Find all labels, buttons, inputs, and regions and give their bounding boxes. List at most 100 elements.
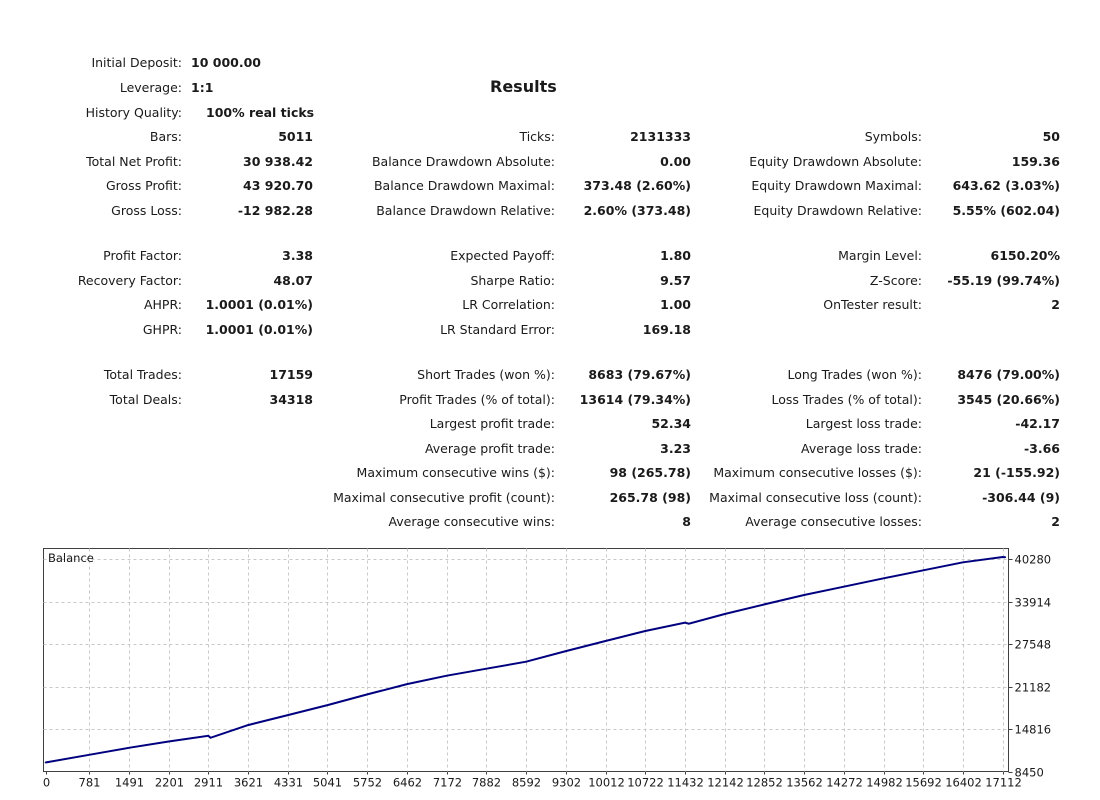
col1-value-0: 5011 <box>278 129 313 144</box>
col1-label-2: Gross Profit: <box>105 178 182 193</box>
x-tick-label-20: 14272 <box>826 776 863 790</box>
col3-value-11: 21 (-155.92) <box>973 465 1060 480</box>
col1-label-6: AHPR: <box>143 297 182 312</box>
col3-label-12: Maximal consecutive loss (count): <box>709 490 922 505</box>
col1-value-6: 1.0001 (0.01%) <box>205 297 313 312</box>
col2-value-9: 13614 (79.34%) <box>579 392 691 407</box>
balance-point-14 <box>565 650 567 652</box>
col3-value-13: 2 <box>1051 514 1060 529</box>
x-tick-label-2: 1491 <box>115 776 144 790</box>
col2-label-12: Maximum consecutive wins ($): <box>356 465 555 480</box>
x-tick-label-9: 6462 <box>393 776 422 790</box>
balance-point-16 <box>644 630 647 632</box>
col2-label-7: LR Standard Error: <box>440 322 555 337</box>
x-tick-label-12: 8592 <box>512 776 541 790</box>
x-tick-label-0: 0 <box>43 776 50 790</box>
col1-label-9: Total Deals: <box>109 392 182 407</box>
balance-point-1 <box>88 754 90 756</box>
balance-point-5 <box>209 737 212 739</box>
x-tick-label-8: 5752 <box>353 776 382 790</box>
x-tick-label-10: 7172 <box>433 776 462 790</box>
col1-label-7: GHPR: <box>142 322 182 337</box>
x-tick-label-1: 781 <box>79 776 101 790</box>
balance-point-10 <box>406 683 408 685</box>
balance-point-22 <box>843 585 845 588</box>
balance-point-6 <box>247 724 249 726</box>
col2-value-0: 2131333 <box>630 129 691 144</box>
balance-point-8 <box>326 704 329 706</box>
col3-value-9: -42.17 <box>1015 416 1060 431</box>
balance-point-15 <box>604 640 607 642</box>
balance-point-17 <box>684 621 686 624</box>
col1-value-7: 1.0001 (0.01%) <box>205 322 313 337</box>
chart-title: Balance <box>48 551 94 565</box>
col1-value-1: 30 938.42 <box>243 154 313 169</box>
col1-label-4: Profit Factor: <box>103 248 182 263</box>
col3-value-2: 643.62 (3.03%) <box>952 178 1060 193</box>
leverage-value: 1:1 <box>191 80 214 95</box>
col2-value-10: 52.34 <box>651 416 691 431</box>
balance-series-line-0 <box>45 555 1006 764</box>
col3-value-1: 159.36 <box>1011 154 1060 169</box>
col2-label-13: Maximal consecutive profit (count): <box>333 490 555 505</box>
col2-value-12: 98 (265.78) <box>609 465 691 480</box>
initial-deposit-label: Initial Deposit: <box>91 55 182 70</box>
col3-label-0: Symbols: <box>864 129 922 144</box>
col3-label-6: OnTester result: <box>823 297 922 312</box>
col1-value-3: -12 982.28 <box>237 203 313 218</box>
col1-value-9: 34318 <box>269 392 314 407</box>
col2-value-14: 8 <box>682 514 691 529</box>
x-tick-label-16: 11432 <box>667 776 704 790</box>
col3-label-7: Long Trades (won %): <box>787 367 922 382</box>
balance-point-9 <box>366 693 369 696</box>
col2-value-3: 2.60% (373.48) <box>583 203 691 218</box>
col2-label-5: Sharpe Ratio: <box>470 273 555 288</box>
balance-point-4 <box>207 735 210 737</box>
col2-value-4: 1.80 <box>660 248 691 263</box>
col1-value-2: 43 920.70 <box>243 178 313 193</box>
col3-value-5: -55.19 (99.74%) <box>947 273 1060 288</box>
x-tick-label-4: 2911 <box>194 776 223 790</box>
col3-label-5: Z-Score: <box>869 273 922 288</box>
x-tick-label-22: 15692 <box>905 776 942 790</box>
balance-point-23 <box>882 577 885 580</box>
x-tick-label-3: 2201 <box>155 776 184 790</box>
history-quality-value: 100% real ticks <box>206 105 315 120</box>
col2-label-9: Profit Trades (% of total): <box>399 392 555 407</box>
x-tick-label-17: 12142 <box>707 776 744 790</box>
balance-point-19 <box>723 613 726 615</box>
y-tick-label-3: 21182 <box>1015 681 1052 695</box>
col2-value-1: 0.00 <box>660 154 691 169</box>
col3-value-4: 6150.20% <box>990 248 1060 263</box>
col2-label-2: Balance Drawdown Maximal: <box>373 178 555 193</box>
col3-value-7: 8476 (79.00%) <box>957 367 1060 382</box>
balance-point-27 <box>1004 556 1007 558</box>
balance-point-11 <box>445 674 448 677</box>
col1-label-3: Gross Loss: <box>111 203 182 218</box>
col2-value-6: 1.00 <box>660 297 691 312</box>
col1-label-5: Recovery Factor: <box>77 273 182 288</box>
balance-point-21 <box>803 594 805 596</box>
col2-value-11: 3.23 <box>660 441 691 456</box>
balance-point-13 <box>525 660 527 663</box>
col3-label-1: Equity Drawdown Absolute: <box>749 154 922 169</box>
col1-value-5: 48.07 <box>273 273 313 288</box>
balance-point-12 <box>485 667 488 670</box>
x-tick-label-14: 10012 <box>588 776 625 790</box>
col3-label-3: Equity Drawdown Relative: <box>753 203 922 218</box>
col1-value-4: 3.38 <box>282 248 313 263</box>
col2-value-13: 265.78 (98) <box>609 490 691 505</box>
col2-label-4: Expected Payoff: <box>450 248 555 263</box>
col2-label-3: Balance Drawdown Relative: <box>376 203 555 218</box>
balance-point-3 <box>167 740 170 743</box>
balance-point-24 <box>922 569 925 572</box>
col3-value-0: 50 <box>1042 129 1060 144</box>
y-tick-label-1: 33914 <box>1015 596 1052 610</box>
col2-label-6: LR Correlation: <box>462 297 555 312</box>
x-tick-label-24: 17112 <box>985 776 1022 790</box>
x-tick-label-21: 14982 <box>866 776 903 790</box>
col2-value-5: 9.57 <box>660 273 691 288</box>
x-tick-label-5: 3621 <box>234 776 263 790</box>
col2-value-8: 8683 (79.67%) <box>588 367 691 382</box>
col3-value-10: -3.66 <box>1023 441 1060 456</box>
